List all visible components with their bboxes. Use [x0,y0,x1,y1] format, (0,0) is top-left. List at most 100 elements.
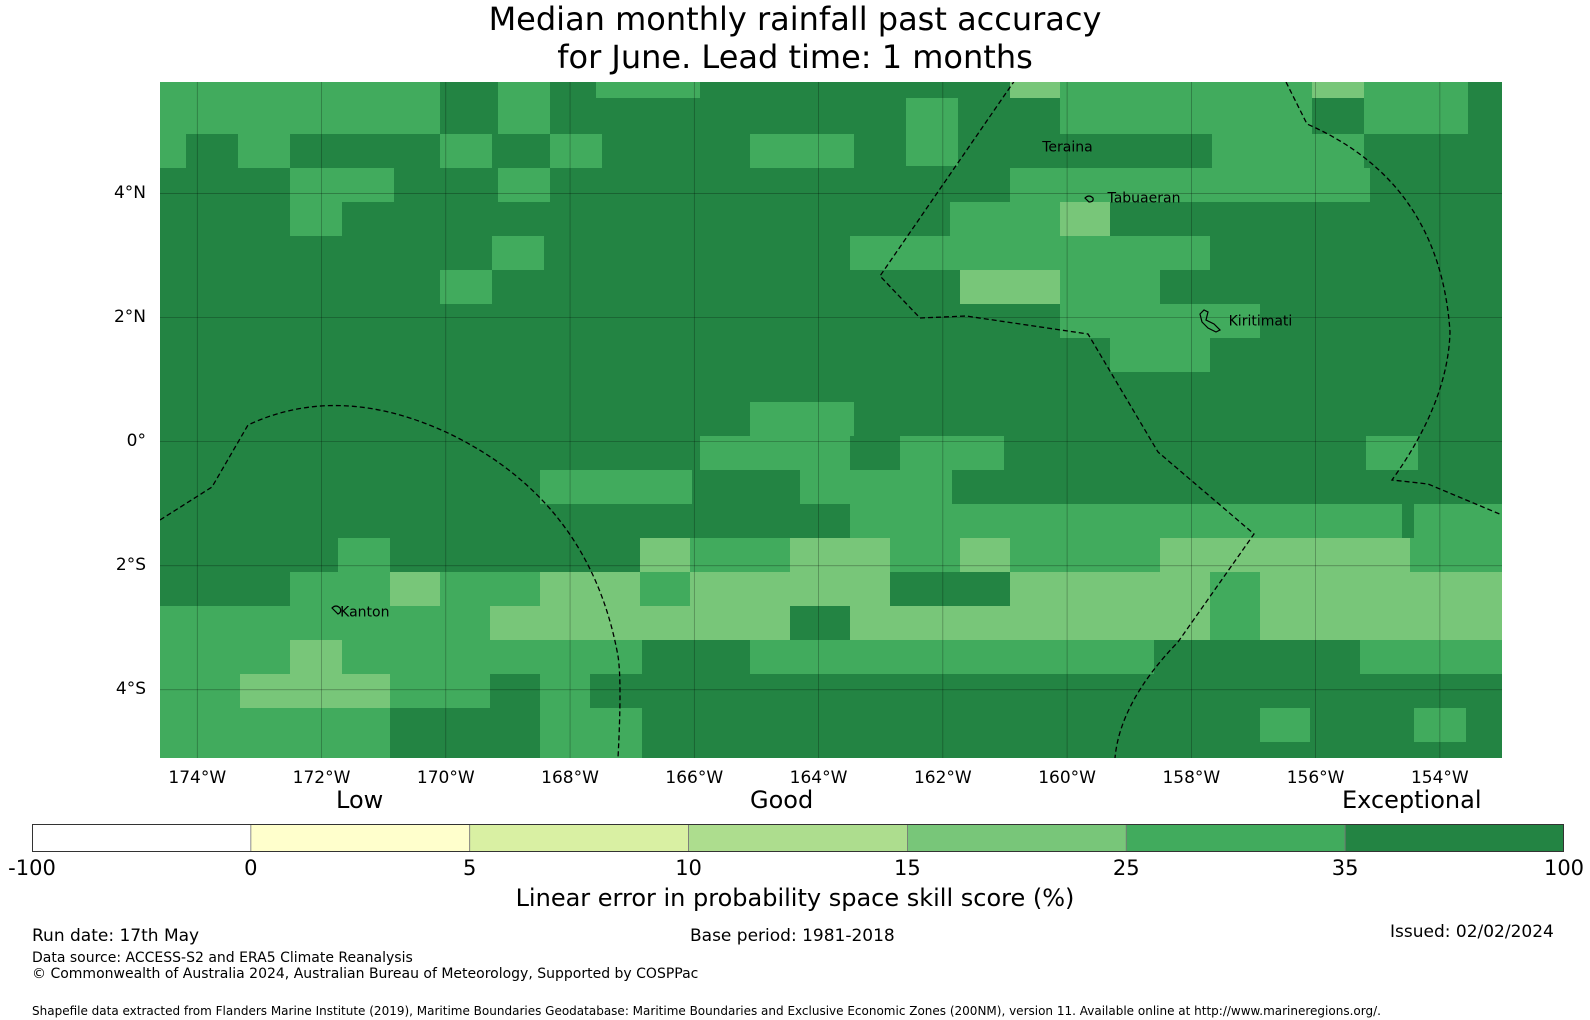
grid-cell [1210,572,1260,606]
grid-cell [750,640,1154,674]
grid-cell [1110,338,1210,372]
title-line-2: for June. Lead time: 1 months [557,38,1033,76]
grid-cell [690,572,890,606]
tabuaeran-island-outline [1084,195,1094,203]
longitude-tick-label: 174°W [168,768,227,788]
latitude-tick-label: 2°S [115,554,146,575]
base-period: Base period: 1981-2018 [690,926,895,946]
grid-cell [850,504,1402,538]
longitude-tick-label: 170°W [416,768,475,788]
grid-cell [750,134,854,168]
run-date: Run date: 17th May [32,926,200,946]
colorbar-bin [688,824,908,852]
colorbar-tick-label: 15 [894,856,921,880]
grid-cell [900,436,950,470]
grid-cell [1010,82,1062,98]
grid-cell [1210,606,1260,640]
grid-cell [540,572,640,606]
grid-cell [540,470,692,504]
kanton-island-outline [331,605,342,615]
grid-cell [700,436,850,470]
grid-cell [790,538,890,572]
grid-cell [960,270,1012,304]
colorbar-tick-label: -100 [8,856,56,880]
place-label: Kanton [340,605,389,621]
longitude-tick-label: 156°W [1286,768,1345,788]
grid-cell [590,708,642,758]
latitude-tick-label: 0° [126,430,146,451]
place-labels: Teraina Tabuaeran Kiritimati Kanton [340,139,1292,620]
grid-cell [338,538,390,572]
colorbar-bin [1125,824,1346,852]
grid-cell [390,572,442,606]
grid-cell [596,82,700,98]
grid-cell [240,674,390,708]
longitude-tick-label: 166°W [665,768,724,788]
latitude-tick-label: 4°S [115,678,146,699]
grid-cell [1060,304,1260,338]
colorbar-bin [469,824,689,852]
grid-cell [160,640,540,674]
skill-score-map: Teraina Tabuaeran Kiritimati Kanton [160,82,1502,758]
colorbar-tick-label: 25 [1112,856,1140,880]
grid-cell [160,606,540,640]
grid-cell [1010,168,1370,202]
colorbar-tick-label: 0 [244,856,258,880]
grid-cell [492,236,544,270]
kiritimati-island-outline [1199,309,1222,333]
grid-cell [640,538,692,572]
grid-cell [1060,270,1160,304]
grid-cell [498,168,550,202]
grid-cell [1010,572,1210,606]
grid-cell [1260,572,1502,606]
colorbar-bins [32,824,1564,852]
eez-boundaries [160,82,1502,758]
grid-cell [160,82,440,134]
colorbar-frame [32,824,1564,852]
colorbar-tick-label: 5 [463,856,477,880]
grid-cell [690,538,790,572]
shapefile-credit: Shapefile data extracted from Flanders M… [32,1004,1381,1018]
title-line-1: Median monthly rainfall past accuracy [488,0,1102,38]
grid-cell [1414,504,1502,538]
longitude-tick-label: 172°W [292,768,351,788]
grid-cell [960,538,1010,572]
issued-date: Issued: 02/02/2024 [1390,922,1554,942]
grid-cell [160,674,240,708]
place-label: Teraina [1041,139,1092,155]
latitude-tick-label: 2°N [113,306,146,327]
longitude-tick-label: 154°W [1410,768,1469,788]
grid-cell [1010,202,1060,236]
eez-boundary-teraina-kiritimati [879,82,1255,758]
grid-cell [1010,270,1062,304]
grid-cell [238,134,290,168]
colorbar-bin [907,824,1127,852]
grid-cell [550,134,602,168]
eez-boundary-kiritimati-east [1285,82,1502,516]
grid-cell [290,168,394,202]
grid-cell [1360,640,1502,674]
grid-cell [540,674,590,758]
grid-cell [1414,708,1466,742]
grid-cell [1260,606,1502,640]
grid-cell [590,640,640,674]
islands [331,195,1222,615]
colorbar [32,824,1564,852]
longitude-tick-label: 160°W [1038,768,1096,788]
grid-cell [950,606,1210,640]
grid-cell [1060,202,1110,236]
colorbar-bin [250,824,471,852]
grid-cell [590,606,790,640]
grid-cell [490,606,590,640]
colorbar-tick-label: 100 [1543,856,1585,880]
place-label: Kiritimati [1229,314,1293,330]
grid-cell [850,606,950,640]
place-label: Tabuaeran [1106,190,1180,206]
grid-cell [290,202,342,236]
data-source: Data source: ACCESS-S2 and ERA5 Climate … [32,950,413,966]
grid-cell [1212,134,1364,168]
grid-cell [1364,82,1468,134]
colorbar-tick-label: 35 [1331,856,1359,880]
longitude-tick-label: 162°W [913,768,972,788]
grid-cell [290,572,390,606]
